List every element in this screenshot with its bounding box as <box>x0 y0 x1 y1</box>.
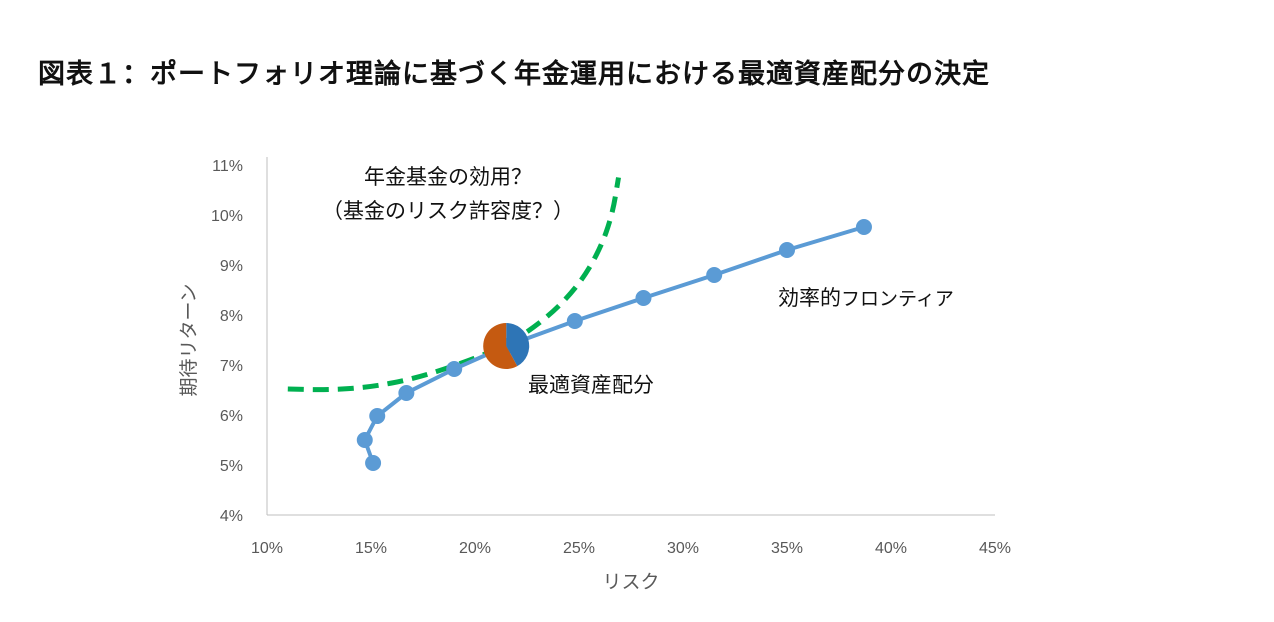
frontier-point <box>706 267 723 283</box>
figure-title: 図表１：ポートフォリオ理論に基づく年金運用における最適資産配分の決定 <box>38 59 990 90</box>
frontier-point <box>356 432 373 448</box>
frontier-point <box>365 455 382 471</box>
y-tick-label: 4% <box>220 508 243 525</box>
optimal-annotation: 最適資産配分 <box>528 373 654 397</box>
frontier-point <box>635 290 652 306</box>
frontier-point <box>369 408 386 424</box>
x-tick-label: 25% <box>563 540 595 557</box>
y-tick-label: 6% <box>220 408 243 425</box>
x-tick-label: 15% <box>355 540 387 557</box>
frontier-point <box>855 219 872 235</box>
x-tick-label: 30% <box>667 540 699 557</box>
x-tick-label: 45% <box>979 540 1011 557</box>
x-axis-label: リスク <box>602 571 659 593</box>
y-tick-label: 11% <box>212 158 243 175</box>
x-tick-label: 20% <box>459 540 491 557</box>
frontier-line <box>362 225 865 464</box>
y-tick-label: 5% <box>220 458 243 475</box>
x-tick-label: 10% <box>251 540 283 557</box>
x-tick-label: 40% <box>875 540 907 557</box>
frontier-point <box>398 385 415 401</box>
utility-curve <box>287 177 621 393</box>
y-tick-label: 9% <box>220 258 243 275</box>
y-tick-label: 7% <box>220 358 243 375</box>
frontier-point <box>446 361 463 377</box>
y-tick-label: 10% <box>211 208 243 225</box>
optimal-pie-slice <box>483 323 518 370</box>
x-tick-label: 35% <box>771 540 803 557</box>
frontier-annotation: 効率的フロンティア <box>778 286 954 310</box>
frontier-annotation-rest: フロンティア <box>841 288 954 310</box>
y-tick-label: 8% <box>220 308 243 325</box>
frontier-annotation-bold: 効率的 <box>778 286 841 310</box>
y-axis-label: 期待リターン <box>178 283 200 396</box>
frontier-point <box>779 242 795 258</box>
utility-annotation-line1: 年金基金の効用？ <box>364 165 532 189</box>
frontier-point <box>566 313 583 329</box>
optimal-pie-slice <box>506 323 530 367</box>
utility-annotation-line2: （基金のリスク許容度？） <box>322 199 574 223</box>
